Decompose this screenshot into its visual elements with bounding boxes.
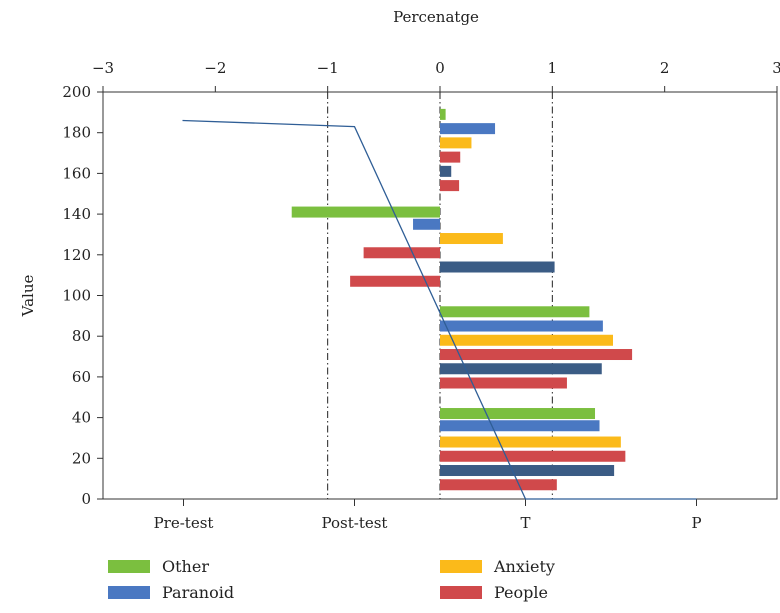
y-axis-tick-label: 140 <box>62 205 91 223</box>
category-tick-label: Post-test <box>322 514 388 532</box>
y-axis-tick-label: 0 <box>81 490 91 508</box>
top-axis-tick-label: 0 <box>435 59 445 77</box>
top-axis-tick-label: −1 <box>317 59 339 77</box>
legend-label-people: People <box>494 583 548 602</box>
bar-other-1 <box>292 207 440 218</box>
top-axis-tick-label: 3 <box>772 59 780 77</box>
y-axis-tick-label: 60 <box>72 368 91 386</box>
bar-paranoid-3 <box>440 420 600 431</box>
category-tick-label: P <box>691 514 701 532</box>
top-axis-tick-label: −2 <box>204 59 226 77</box>
top-axis-tick-label: −3 <box>92 59 114 77</box>
legend-label-other: Other <box>162 557 209 576</box>
legend-label-paranoid: Paranoid <box>162 583 234 602</box>
bar-paranoid-0 <box>440 123 495 134</box>
top-axis-tick-label: 1 <box>548 59 558 77</box>
bar-paranoid-1 <box>413 219 440 230</box>
y-axis-tick-label: 180 <box>62 124 91 142</box>
bar-anxiety-3 <box>440 437 621 448</box>
y-axis-tick-label: 80 <box>72 327 91 345</box>
legend-swatch-paranoid <box>108 586 150 599</box>
top-axis-title: Percenatge <box>393 8 479 26</box>
bar-anxiety-1 <box>440 233 503 244</box>
top-axis-tick-label: 2 <box>660 59 670 77</box>
legend-label-anxiety: Anxiety <box>493 557 555 576</box>
bar-unlabeled-0 <box>440 166 451 177</box>
bar-people-0 <box>440 180 459 191</box>
bar-other-0 <box>440 109 446 120</box>
bar-unlabeled-3 <box>440 465 614 476</box>
bar-anxiety-2 <box>440 335 613 346</box>
legend-swatch-anxiety <box>440 560 482 573</box>
legend-swatch-people <box>440 586 482 599</box>
bar-people-3 <box>440 479 557 490</box>
category-tick-label: Pre-test <box>154 514 214 532</box>
bar-unlabeled-1 <box>440 262 555 273</box>
bar-people-0 <box>440 152 460 163</box>
bar-anxiety-0 <box>440 137 471 148</box>
bar-paranoid-2 <box>440 321 603 332</box>
y-axis-tick-label: 20 <box>72 449 91 467</box>
bar-other-3 <box>440 408 595 419</box>
category-tick-label: T <box>520 514 530 532</box>
y-axis-tick-label: 160 <box>62 164 91 182</box>
bar-people-3 <box>440 451 625 462</box>
bar-people-2 <box>440 349 632 360</box>
bar-people-1 <box>350 276 440 287</box>
y-axis-tick-label: 120 <box>62 246 91 264</box>
y-axis-tick-label: 40 <box>72 409 91 427</box>
bar-people-1 <box>364 247 440 258</box>
y-axis-title: Value <box>19 275 37 318</box>
bar-people-2 <box>440 378 567 389</box>
legend-swatch-other <box>108 560 150 573</box>
y-axis-tick-label: 100 <box>62 287 91 305</box>
y-axis-tick-label: 200 <box>62 83 91 101</box>
bar-other-2 <box>440 306 589 317</box>
